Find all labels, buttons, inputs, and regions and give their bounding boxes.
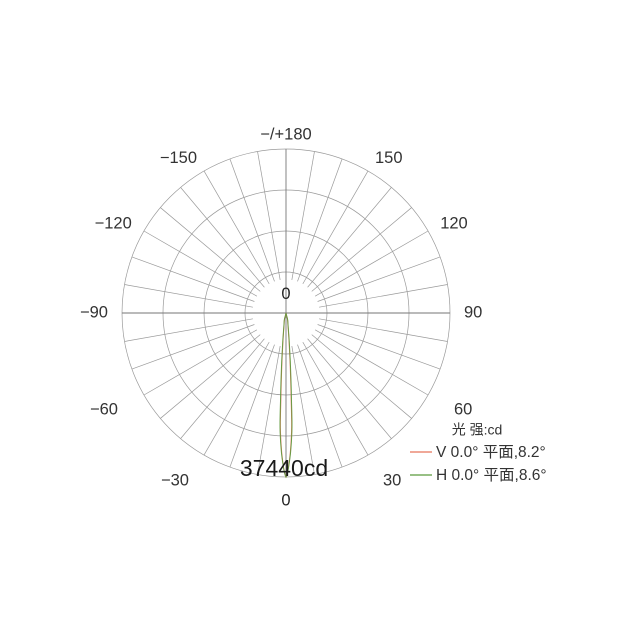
svg-text:−30: −30 <box>161 471 189 489</box>
svg-text:120: 120 <box>440 214 468 232</box>
svg-text:0: 0 <box>281 491 290 509</box>
svg-text:0: 0 <box>281 285 290 303</box>
svg-text:−150: −150 <box>160 149 197 167</box>
svg-text:−90: −90 <box>80 303 108 321</box>
svg-text:V 0.0° 平面,8.2°: V 0.0° 平面,8.2° <box>436 444 546 461</box>
svg-text:60: 60 <box>454 400 472 418</box>
svg-text:H 0.0° 平面,8.6°: H 0.0° 平面,8.6° <box>436 467 547 484</box>
svg-text:30: 30 <box>383 471 401 489</box>
svg-text:37440cd: 37440cd <box>240 455 328 481</box>
svg-text:−60: −60 <box>90 400 118 418</box>
svg-text:−120: −120 <box>95 214 132 232</box>
svg-text:−/+180: −/+180 <box>260 125 311 143</box>
svg-text:光 强:cd: 光 强:cd <box>452 422 503 438</box>
svg-text:90: 90 <box>464 303 482 321</box>
svg-text:150: 150 <box>375 149 403 167</box>
